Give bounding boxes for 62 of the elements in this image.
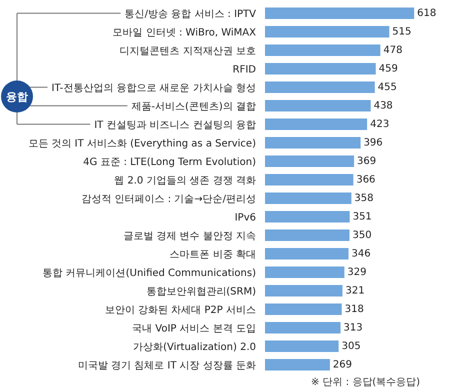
bar (265, 304, 342, 315)
data-label: 305 (342, 340, 361, 352)
bar (265, 8, 414, 19)
bar (265, 63, 376, 74)
bar (265, 174, 354, 186)
bar (265, 340, 339, 352)
y-tick-label: 국내 VoIP 서비스 본격 도입 (132, 323, 256, 334)
y-tick-label: 가상화(Virtualization) 2.0 (133, 342, 256, 353)
y-tick-label: 스마트폰 비중 확대 (170, 249, 256, 260)
y-tick-label: 감성적 인터페이스 : 기술→단순/편리성 (81, 194, 256, 205)
y-tick-label: IT 컨설팅과 비즈니스 컨설팅의 융합 (94, 120, 256, 131)
bar (265, 359, 330, 370)
data-label: 346 (352, 248, 371, 260)
y-tick-label: 미국발 경기 침체로 IT 시장 성장률 둔화 (78, 360, 256, 372)
bar (265, 192, 352, 204)
y-tick-label: 디지털콘텐츠 지적재산권 보호 (120, 46, 256, 57)
bar (265, 82, 375, 93)
data-label: 313 (344, 322, 363, 334)
data-label: 478 (383, 44, 402, 56)
data-label: 423 (370, 118, 390, 130)
bar (265, 285, 342, 296)
data-label: 515 (392, 26, 412, 38)
data-label: 438 (374, 100, 393, 112)
y-tick-label: IT-전통산업의 융합으로 새로운 가치사슬 형성 (52, 82, 256, 94)
text: ※ 단위 : 응답(복수응답) (311, 377, 420, 388)
y-tick-label: RFID (232, 64, 256, 76)
data-label: 369 (357, 156, 376, 167)
data-label: 329 (347, 266, 366, 278)
data-label: 358 (354, 192, 374, 204)
data-label: 455 (378, 82, 397, 93)
y-tick-label: 웹 2.0 기업들의 생존 경쟁 격화 (114, 175, 256, 186)
data-label: 350 (352, 230, 372, 241)
bar (265, 100, 371, 112)
bar (265, 156, 354, 167)
data-label: 351 (352, 211, 372, 222)
data-label: 366 (356, 174, 376, 186)
data-label: 396 (364, 137, 383, 148)
bar (265, 230, 350, 241)
y-tick-label: 4G 표준 : LTE(Long Term Evolution) (83, 156, 256, 168)
text: 융합 (6, 90, 28, 104)
data-label: 459 (378, 63, 398, 74)
bar (265, 137, 361, 148)
y-tick-label: 제품-서비스(콘텐츠)의 결합 (131, 101, 256, 112)
data-label: 269 (332, 359, 352, 370)
data-label: 618 (417, 8, 436, 19)
bar (265, 118, 368, 130)
y-tick-label: 통신/방송 융합 서비스 : IPTV (124, 8, 256, 20)
y-tick-label: IPv6 (234, 212, 256, 224)
bar (265, 44, 380, 56)
y-tick-label: 통합보안위협관리(SRM) (146, 286, 256, 298)
y-tick-label: 통합 커뮤니케이션(Unified Communications) (42, 268, 256, 279)
y-tick-label: 모바일 인터넷 : WiBro, WiMAX (112, 27, 256, 38)
bar (265, 211, 350, 222)
bar (265, 266, 344, 278)
y-tick-label: 보안이 강화된 차세대 P2P 서비스 (104, 304, 256, 316)
bar (265, 322, 341, 334)
bar (265, 26, 390, 38)
bar (265, 248, 348, 260)
y-tick-label: 글로벌 경제 변수 불안정 지속 (123, 230, 256, 242)
data-label: 318 (344, 304, 364, 315)
data-label: 321 (345, 285, 365, 296)
y-tick-label: 모든 것의 IT 서비스화 (Everything as a Service) (28, 138, 256, 150)
